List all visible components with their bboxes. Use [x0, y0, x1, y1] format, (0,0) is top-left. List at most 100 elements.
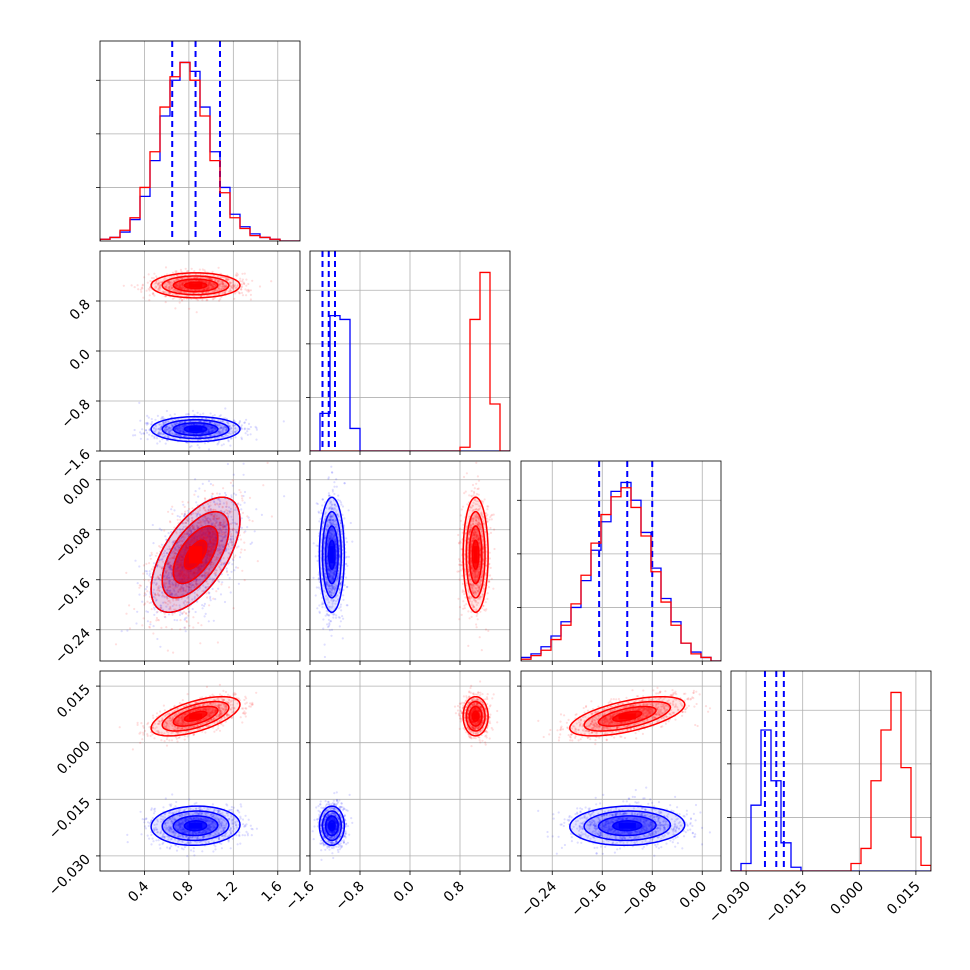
- scatter-point: [134, 286, 136, 288]
- scatter-point: [250, 543, 252, 545]
- scatter-point: [174, 307, 176, 309]
- scatter-point: [316, 560, 318, 562]
- scatter-point: [243, 282, 245, 284]
- scatter-point: [238, 583, 240, 585]
- scatter-point: [212, 588, 214, 590]
- scatter-point: [234, 436, 236, 438]
- scatter-point: [125, 613, 127, 615]
- scatter-point: [240, 286, 242, 288]
- scatter-point: [193, 414, 195, 416]
- y-tick-label: −0.8: [58, 397, 93, 432]
- scatter-point: [331, 629, 333, 631]
- scatter-point: [159, 546, 161, 548]
- scatter-point: [212, 298, 214, 300]
- scatter-point: [224, 492, 226, 494]
- scatter-point: [237, 291, 239, 293]
- scatter-point: [250, 289, 252, 291]
- scatter-point: [239, 534, 241, 536]
- scatter-point: [181, 299, 183, 301]
- scatter-point: [342, 505, 344, 507]
- scatter-point: [240, 551, 242, 553]
- scatter-point: [138, 587, 140, 589]
- scatter-point: [143, 604, 145, 606]
- scatter-point: [241, 497, 243, 499]
- scatter-point: [156, 638, 158, 640]
- scatter-point: [151, 418, 153, 420]
- scatter-point: [239, 556, 241, 558]
- scatter-point: [335, 478, 337, 480]
- scatter-point: [257, 560, 259, 562]
- scatter-point: [230, 571, 232, 573]
- scatter-point: [137, 284, 139, 286]
- scatter-point: [233, 474, 235, 476]
- scatter-point: [132, 434, 134, 436]
- scatter-point: [324, 656, 326, 658]
- scatter-point: [187, 510, 189, 512]
- scatter-point: [165, 443, 167, 445]
- scatter-point: [152, 524, 154, 526]
- scatter-point: [262, 484, 264, 486]
- scatter-point: [240, 288, 242, 290]
- scatter-point: [321, 603, 323, 605]
- scatter-point: [147, 620, 149, 622]
- scatter-point: [250, 294, 252, 296]
- scatter-point: [231, 563, 233, 565]
- scatter-point: [157, 611, 159, 613]
- scatter-point: [138, 402, 140, 404]
- scatter-point: [241, 527, 243, 529]
- scatter-point: [204, 442, 206, 444]
- scatter-point: [246, 526, 248, 528]
- scatter-point: [199, 642, 201, 644]
- scatter-point: [223, 443, 225, 445]
- scatter-point: [131, 284, 133, 286]
- scatter-point: [141, 601, 143, 603]
- scatter-point: [167, 650, 169, 652]
- scatter-point: [147, 282, 149, 284]
- scatter-point: [149, 294, 151, 296]
- scatter-point: [163, 529, 165, 531]
- scatter-point: [201, 604, 203, 606]
- scatter-point: [145, 610, 147, 612]
- scatter-point: [228, 586, 230, 588]
- scatter-point: [233, 298, 235, 300]
- scatter-point: [159, 646, 161, 648]
- scatter-point: [226, 567, 228, 569]
- scatter-point: [148, 273, 150, 275]
- scatter-point: [172, 652, 174, 654]
- scatter-point: [164, 616, 166, 618]
- scatter-point: [246, 430, 248, 432]
- scatter-point: [267, 462, 269, 464]
- scatter-point: [143, 276, 145, 278]
- scatter-point: [153, 295, 155, 297]
- scatter-point: [203, 605, 205, 607]
- scatter-point: [239, 280, 241, 282]
- scatter-point: [271, 515, 273, 517]
- scatter-point: [177, 519, 179, 521]
- scatter-point: [247, 291, 249, 293]
- panel-0-0: [96, 41, 300, 245]
- scatter-point: [174, 413, 176, 415]
- scatter-point: [241, 438, 243, 440]
- scatter-point: [150, 558, 152, 560]
- scatter-point: [170, 508, 172, 510]
- scatter-point: [351, 541, 353, 543]
- scatter-point: [224, 407, 226, 409]
- scatter-point: [241, 273, 243, 275]
- scatter-point: [208, 620, 210, 622]
- scatter-point: [146, 415, 148, 417]
- y-tick-label: 0.0: [67, 347, 94, 374]
- scatter-point: [235, 566, 237, 568]
- scatter-point: [143, 564, 145, 566]
- scatter-point: [168, 532, 170, 534]
- scatter-point: [153, 562, 155, 564]
- scatter-point: [151, 421, 153, 423]
- scatter-point: [197, 444, 199, 446]
- scatter-point: [142, 297, 144, 299]
- scatter-point: [229, 577, 231, 579]
- scatter-point: [138, 565, 140, 567]
- scatter-point: [185, 413, 187, 415]
- scatter-point: [157, 415, 159, 417]
- scatter-point: [184, 513, 186, 515]
- y-tick-label: 0.00: [60, 475, 93, 508]
- scatter-point: [221, 581, 223, 583]
